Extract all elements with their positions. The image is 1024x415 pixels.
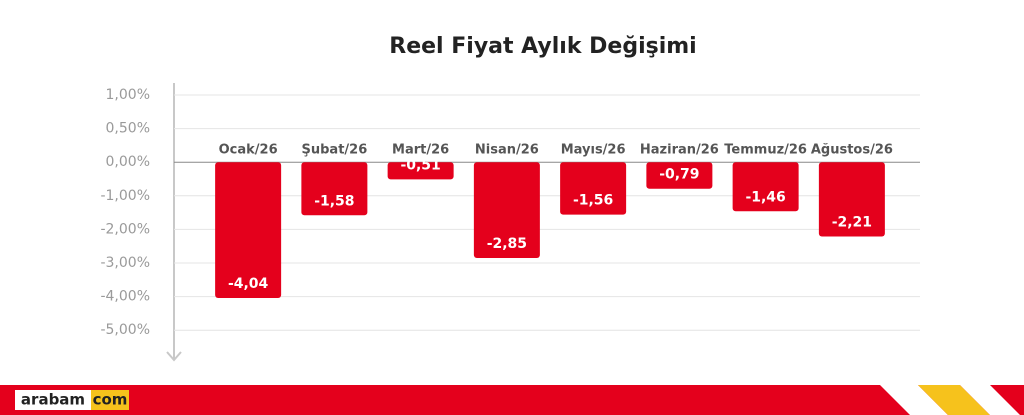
value-label: -1,46 <box>745 189 785 205</box>
x-tick-label: Ocak/26 <box>219 143 278 158</box>
bar <box>387 162 454 180</box>
x-tick-label: Temmuz/26 <box>724 143 807 158</box>
y-tick-label: -4,00% <box>100 289 150 305</box>
x-tick-label: Mart/26 <box>392 143 449 158</box>
logo-box <box>15 390 91 410</box>
bar <box>818 162 885 237</box>
logo-text: com <box>93 391 128 409</box>
y-tick-label: -3,00% <box>100 255 150 271</box>
value-label: -0,51 <box>400 157 440 173</box>
y-tick-label: 0,00% <box>106 154 150 170</box>
bar <box>215 162 282 298</box>
stripe <box>880 385 948 415</box>
y-tick-label: -1,00% <box>100 188 150 204</box>
y-tick-label: 0,50% <box>106 121 150 137</box>
chart-title: Reel Fiyat Aylık Değişimi <box>389 34 696 59</box>
y-tick-label: 1,00% <box>106 87 150 103</box>
value-label: -0,79 <box>659 167 699 183</box>
bar <box>560 162 627 215</box>
x-tick-label: Nisan/26 <box>475 143 539 158</box>
stripe <box>918 385 990 415</box>
logo-box <box>91 390 129 410</box>
x-tick-label: Haziran/26 <box>640 143 719 158</box>
bar <box>301 162 368 216</box>
value-label: -2,21 <box>832 214 872 230</box>
axis-arrow <box>166 351 182 362</box>
value-label: -2,85 <box>487 236 527 252</box>
x-tick-label: Şubat/26 <box>302 143 368 158</box>
logo-text: arabam <box>21 391 85 409</box>
y-tick-label: -5,00% <box>100 322 150 338</box>
stripe <box>960 385 1020 415</box>
value-label: -1,56 <box>573 193 613 209</box>
bar <box>732 162 799 212</box>
x-tick-label: Ağustos/26 <box>811 143 893 158</box>
bar <box>473 162 540 258</box>
x-tick-label: Mayıs/26 <box>561 143 626 158</box>
bar <box>646 162 713 189</box>
value-label: -4,04 <box>228 276 269 292</box>
value-label: -1,58 <box>314 193 354 209</box>
footer-band <box>0 385 1024 415</box>
y-tick-label: -2,00% <box>100 221 150 237</box>
